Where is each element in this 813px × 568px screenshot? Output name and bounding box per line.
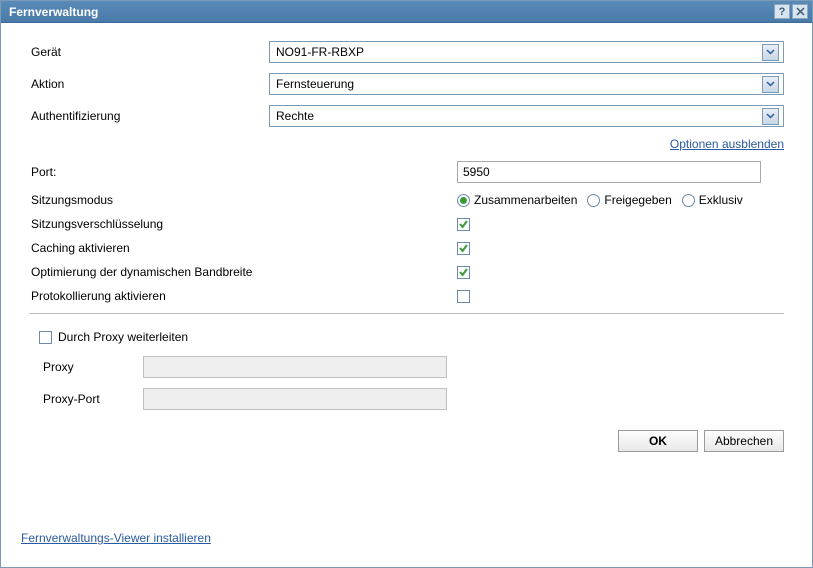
title-bar: Fernverwaltung ? xyxy=(1,1,812,23)
proxy-port-input xyxy=(143,388,447,410)
radio-exclusive[interactable]: Exklusiv xyxy=(682,193,743,207)
divider xyxy=(29,313,784,314)
action-value: Fernsteuerung xyxy=(276,77,762,91)
device-dropdown[interactable]: NO91-FR-RBXP xyxy=(269,41,784,63)
bandwidth-label: Optimierung der dynamischen Bandbreite xyxy=(29,265,457,279)
proxy-input xyxy=(143,356,447,378)
auth-label: Authentifizierung xyxy=(29,109,269,123)
radio-collaborate[interactable]: Zusammenarbeiten xyxy=(457,193,577,207)
dialog-title: Fernverwaltung xyxy=(9,5,772,19)
hide-options-link[interactable]: Optionen ausblenden xyxy=(670,137,784,151)
port-label: Port: xyxy=(29,165,457,179)
action-label: Aktion xyxy=(29,77,269,91)
radio-collab-label: Zusammenarbeiten xyxy=(474,193,577,207)
auth-value: Rechte xyxy=(276,109,762,123)
chevron-down-icon xyxy=(762,108,779,125)
proxy-port-label: Proxy-Port xyxy=(43,392,143,406)
device-value: NO91-FR-RBXP xyxy=(276,45,762,59)
ok-button[interactable]: OK xyxy=(618,430,698,452)
device-label: Gerät xyxy=(29,45,269,59)
radio-icon xyxy=(587,194,600,207)
caching-label: Caching aktivieren xyxy=(29,241,457,255)
bandwidth-checkbox[interactable] xyxy=(457,266,470,279)
help-button[interactable]: ? xyxy=(774,4,790,19)
encryption-label: Sitzungsverschlüsselung xyxy=(29,217,457,231)
radio-shared[interactable]: Freigegeben xyxy=(587,193,671,207)
chevron-down-icon xyxy=(762,44,779,61)
session-mode-label: Sitzungsmodus xyxy=(29,193,457,207)
proxy-label: Proxy xyxy=(43,360,143,374)
close-button[interactable] xyxy=(792,4,808,19)
dialog-window: Fernverwaltung ? Gerät NO91-FR-RBXP Akti… xyxy=(0,0,813,568)
proxy-forward-label: Durch Proxy weiterleiten xyxy=(58,330,188,344)
action-dropdown[interactable]: Fernsteuerung xyxy=(269,73,784,95)
radio-icon xyxy=(682,194,695,207)
port-input[interactable] xyxy=(457,161,761,183)
radio-shared-label: Freigegeben xyxy=(604,193,671,207)
dialog-content: Gerät NO91-FR-RBXP Aktion Fernsteuerung … xyxy=(1,23,812,462)
proxy-forward-checkbox[interactable] xyxy=(39,331,52,344)
auth-dropdown[interactable]: Rechte xyxy=(269,105,784,127)
logging-label: Protokollierung aktivieren xyxy=(29,289,457,303)
logging-checkbox[interactable] xyxy=(457,290,470,303)
encryption-checkbox[interactable] xyxy=(457,218,470,231)
cancel-button[interactable]: Abbrechen xyxy=(704,430,784,452)
chevron-down-icon xyxy=(762,76,779,93)
caching-checkbox[interactable] xyxy=(457,242,470,255)
install-viewer-link[interactable]: Fernverwaltungs-Viewer installieren xyxy=(21,531,211,545)
radio-exclusive-label: Exklusiv xyxy=(699,193,743,207)
radio-icon xyxy=(457,194,470,207)
